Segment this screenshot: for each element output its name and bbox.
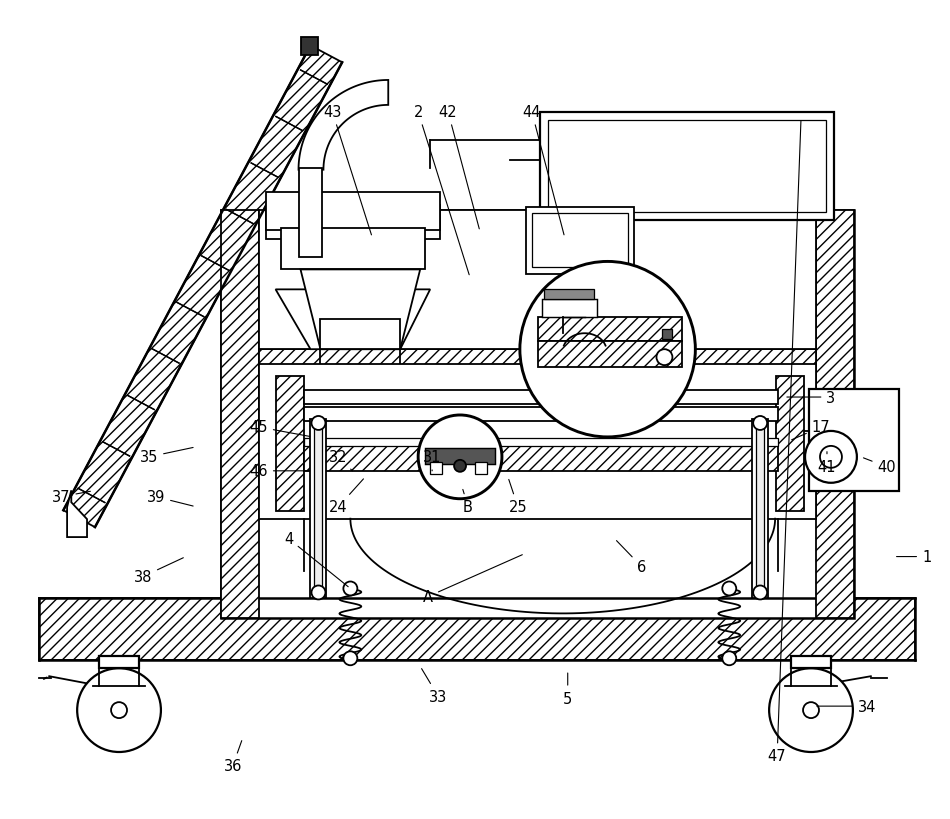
Text: 4: 4 (284, 532, 349, 587)
Text: 3: 3 (787, 390, 835, 405)
Bar (752, 419, 769, 599)
Circle shape (520, 262, 695, 437)
Bar (809, 390, 899, 491)
Circle shape (722, 651, 736, 665)
Bar (39, 599, 915, 660)
Circle shape (803, 702, 819, 718)
Text: 24: 24 (329, 479, 364, 514)
Bar (320, 320, 400, 350)
Text: 31: 31 (423, 450, 442, 471)
Text: 45: 45 (250, 420, 310, 437)
Text: 38: 38 (134, 558, 183, 584)
Circle shape (820, 446, 842, 468)
Bar (280, 229, 426, 270)
Text: 17: 17 (791, 420, 830, 441)
Bar (538, 342, 682, 368)
Text: 33: 33 (422, 669, 447, 704)
Polygon shape (311, 240, 400, 350)
Bar (311, 419, 327, 599)
Bar (540, 113, 834, 220)
Bar (543, 290, 594, 300)
Text: 35: 35 (140, 448, 193, 465)
Circle shape (343, 581, 357, 595)
Bar (314, 419, 322, 599)
Circle shape (656, 350, 673, 365)
Bar (258, 350, 816, 385)
Text: 39: 39 (146, 490, 193, 506)
Circle shape (312, 417, 326, 431)
Bar (300, 38, 318, 56)
Bar (303, 408, 778, 422)
Circle shape (753, 586, 768, 600)
Text: 2: 2 (413, 106, 469, 275)
Bar (426, 448, 495, 464)
Text: 34: 34 (817, 699, 876, 713)
Bar (475, 462, 487, 474)
Circle shape (770, 668, 853, 752)
Text: 44: 44 (522, 106, 564, 236)
Bar (276, 377, 303, 511)
Bar (756, 419, 764, 599)
Circle shape (418, 415, 502, 499)
Bar (303, 391, 778, 405)
Text: 32: 32 (329, 450, 352, 471)
Circle shape (111, 702, 127, 718)
Bar (258, 210, 816, 350)
Text: 6: 6 (617, 541, 646, 574)
Text: 1: 1 (897, 550, 931, 564)
Bar (303, 446, 778, 471)
Circle shape (722, 581, 736, 595)
Bar (303, 438, 778, 446)
Polygon shape (64, 47, 342, 527)
Text: 25: 25 (508, 480, 527, 514)
Text: A: A (423, 555, 522, 604)
Polygon shape (67, 491, 87, 537)
Text: 40: 40 (864, 459, 896, 475)
Circle shape (805, 432, 857, 483)
Text: 41: 41 (818, 452, 836, 475)
Bar (542, 300, 597, 318)
Bar (266, 192, 440, 230)
Bar (258, 385, 816, 424)
Bar (662, 330, 673, 340)
Bar (99, 657, 139, 668)
Text: B: B (463, 490, 473, 514)
Text: 42: 42 (439, 106, 479, 229)
Bar (538, 318, 682, 342)
Bar (526, 207, 634, 275)
Bar (220, 210, 258, 618)
Polygon shape (291, 206, 360, 230)
Polygon shape (298, 81, 389, 170)
Text: 43: 43 (323, 106, 371, 236)
Polygon shape (300, 270, 420, 350)
Circle shape (454, 460, 466, 473)
Circle shape (343, 651, 357, 665)
Text: 5: 5 (563, 673, 572, 706)
Bar (791, 657, 831, 668)
Bar (532, 213, 628, 268)
Polygon shape (276, 290, 430, 350)
Circle shape (77, 668, 161, 752)
Bar (548, 120, 826, 212)
Bar (430, 462, 442, 474)
Text: 47: 47 (768, 121, 801, 763)
Bar (220, 210, 854, 618)
Text: 36: 36 (223, 740, 242, 773)
Text: 46: 46 (250, 464, 310, 479)
Text: 37: 37 (52, 490, 90, 505)
Bar (298, 169, 322, 258)
Bar (258, 364, 816, 519)
Circle shape (312, 586, 326, 600)
Bar (816, 210, 854, 618)
Circle shape (753, 417, 768, 431)
Bar (776, 377, 804, 511)
Polygon shape (266, 206, 440, 240)
